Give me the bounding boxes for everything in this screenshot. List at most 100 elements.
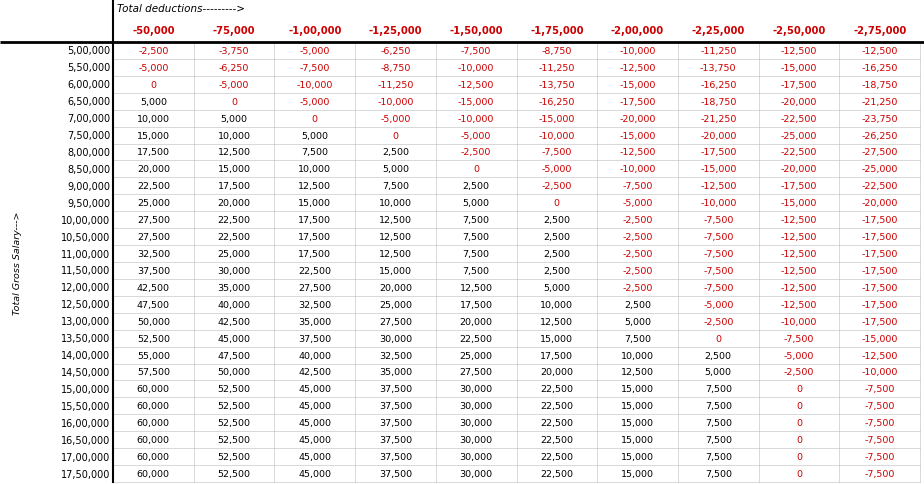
Text: -5,000: -5,000 bbox=[461, 131, 492, 140]
Text: 37,500: 37,500 bbox=[379, 469, 412, 478]
Text: -5,000: -5,000 bbox=[381, 114, 410, 123]
Text: 20,000: 20,000 bbox=[379, 283, 412, 292]
Text: 57,500: 57,500 bbox=[137, 368, 170, 377]
Text: -17,500: -17,500 bbox=[861, 233, 898, 242]
Text: 10,000: 10,000 bbox=[217, 131, 250, 140]
Text: 2,500: 2,500 bbox=[705, 351, 732, 360]
Text: -17,500: -17,500 bbox=[700, 148, 736, 157]
Text: 25,000: 25,000 bbox=[459, 351, 492, 360]
Text: 0: 0 bbox=[473, 165, 480, 174]
Text: 7,00,000: 7,00,000 bbox=[67, 114, 110, 124]
Text: -2,500: -2,500 bbox=[784, 368, 814, 377]
Text: 37,500: 37,500 bbox=[379, 452, 412, 461]
Text: -17,500: -17,500 bbox=[861, 300, 898, 309]
Text: -75,000: -75,000 bbox=[213, 26, 255, 36]
Text: 15,000: 15,000 bbox=[217, 165, 250, 174]
Text: 52,500: 52,500 bbox=[217, 385, 250, 393]
Text: -1,25,000: -1,25,000 bbox=[369, 26, 422, 36]
Text: 6,50,000: 6,50,000 bbox=[67, 97, 110, 107]
Text: 10,000: 10,000 bbox=[137, 114, 170, 123]
Text: 40,000: 40,000 bbox=[298, 351, 331, 360]
Text: 9,00,000: 9,00,000 bbox=[67, 182, 110, 192]
Text: -1,75,000: -1,75,000 bbox=[530, 26, 584, 36]
Text: 2,500: 2,500 bbox=[543, 250, 570, 258]
Text: 12,500: 12,500 bbox=[459, 283, 492, 292]
Text: -5,000: -5,000 bbox=[299, 47, 330, 56]
Text: 35,000: 35,000 bbox=[217, 283, 250, 292]
Text: 20,000: 20,000 bbox=[217, 199, 250, 208]
Text: 10,00,000: 10,00,000 bbox=[61, 215, 110, 225]
Text: 27,500: 27,500 bbox=[459, 368, 492, 377]
Text: -7,500: -7,500 bbox=[703, 216, 734, 225]
Text: -11,250: -11,250 bbox=[700, 47, 736, 56]
Text: -20,000: -20,000 bbox=[781, 165, 817, 174]
Text: 20,000: 20,000 bbox=[137, 165, 170, 174]
Text: -50,000: -50,000 bbox=[132, 26, 175, 36]
Text: 0: 0 bbox=[553, 199, 560, 208]
Text: -8,750: -8,750 bbox=[381, 64, 410, 73]
Text: -1,50,000: -1,50,000 bbox=[449, 26, 503, 36]
Text: -7,500: -7,500 bbox=[865, 469, 894, 478]
Text: 15,000: 15,000 bbox=[298, 199, 331, 208]
Text: -17,500: -17,500 bbox=[861, 283, 898, 292]
Text: 45,000: 45,000 bbox=[298, 469, 331, 478]
Text: 52,500: 52,500 bbox=[217, 469, 250, 478]
Text: 15,000: 15,000 bbox=[621, 418, 654, 427]
Text: 0: 0 bbox=[151, 81, 156, 90]
Text: 15,000: 15,000 bbox=[621, 435, 654, 444]
Text: 7,500: 7,500 bbox=[463, 250, 490, 258]
Text: 11,50,000: 11,50,000 bbox=[61, 266, 110, 276]
Text: 45,000: 45,000 bbox=[298, 385, 331, 393]
Text: -12,500: -12,500 bbox=[619, 148, 656, 157]
Text: 30,000: 30,000 bbox=[459, 469, 492, 478]
Text: 5,000: 5,000 bbox=[140, 98, 167, 106]
Text: 17,500: 17,500 bbox=[298, 250, 331, 258]
Text: 7,500: 7,500 bbox=[705, 385, 732, 393]
Text: -13,750: -13,750 bbox=[539, 81, 575, 90]
Text: 0: 0 bbox=[231, 98, 237, 106]
Text: 32,500: 32,500 bbox=[137, 250, 170, 258]
Text: -2,500: -2,500 bbox=[703, 317, 734, 326]
Text: -16,250: -16,250 bbox=[700, 81, 736, 90]
Text: 5,000: 5,000 bbox=[301, 131, 328, 140]
Text: -22,500: -22,500 bbox=[861, 182, 898, 191]
Text: -7,500: -7,500 bbox=[541, 148, 572, 157]
Text: -16,250: -16,250 bbox=[539, 98, 575, 106]
Text: 2,500: 2,500 bbox=[382, 148, 409, 157]
Text: 35,000: 35,000 bbox=[298, 317, 332, 326]
Text: 45,000: 45,000 bbox=[217, 334, 250, 343]
Text: 5,000: 5,000 bbox=[382, 165, 409, 174]
Text: 22,500: 22,500 bbox=[137, 182, 170, 191]
Text: 42,500: 42,500 bbox=[217, 317, 250, 326]
Text: -10,000: -10,000 bbox=[458, 114, 494, 123]
Text: 0: 0 bbox=[796, 402, 802, 410]
Text: -10,000: -10,000 bbox=[700, 199, 736, 208]
Text: 50,000: 50,000 bbox=[137, 317, 170, 326]
Text: Total deductions--------->: Total deductions---------> bbox=[117, 4, 245, 14]
Text: -12,500: -12,500 bbox=[781, 266, 817, 275]
Text: 22,500: 22,500 bbox=[541, 469, 574, 478]
Text: 12,500: 12,500 bbox=[379, 233, 412, 242]
Text: 10,000: 10,000 bbox=[379, 199, 412, 208]
Text: -17,500: -17,500 bbox=[861, 216, 898, 225]
Text: -7,500: -7,500 bbox=[461, 47, 492, 56]
Text: 0: 0 bbox=[796, 385, 802, 393]
Text: 25,000: 25,000 bbox=[379, 300, 412, 309]
Text: 13,50,000: 13,50,000 bbox=[61, 333, 110, 344]
Text: -17,500: -17,500 bbox=[781, 81, 817, 90]
Text: -7,500: -7,500 bbox=[784, 334, 814, 343]
Text: 17,500: 17,500 bbox=[459, 300, 492, 309]
Text: 20,000: 20,000 bbox=[459, 317, 492, 326]
Text: -2,25,000: -2,25,000 bbox=[692, 26, 745, 36]
Text: 30,000: 30,000 bbox=[459, 452, 492, 461]
Text: -7,500: -7,500 bbox=[703, 250, 734, 258]
Text: 12,500: 12,500 bbox=[298, 182, 331, 191]
Text: -12,500: -12,500 bbox=[700, 182, 736, 191]
Text: -17,500: -17,500 bbox=[861, 266, 898, 275]
Text: -7,500: -7,500 bbox=[865, 452, 894, 461]
Text: 0: 0 bbox=[796, 418, 802, 427]
Text: 32,500: 32,500 bbox=[298, 300, 332, 309]
Text: 60,000: 60,000 bbox=[137, 402, 170, 410]
Text: -8,750: -8,750 bbox=[541, 47, 572, 56]
Text: 27,500: 27,500 bbox=[137, 216, 170, 225]
